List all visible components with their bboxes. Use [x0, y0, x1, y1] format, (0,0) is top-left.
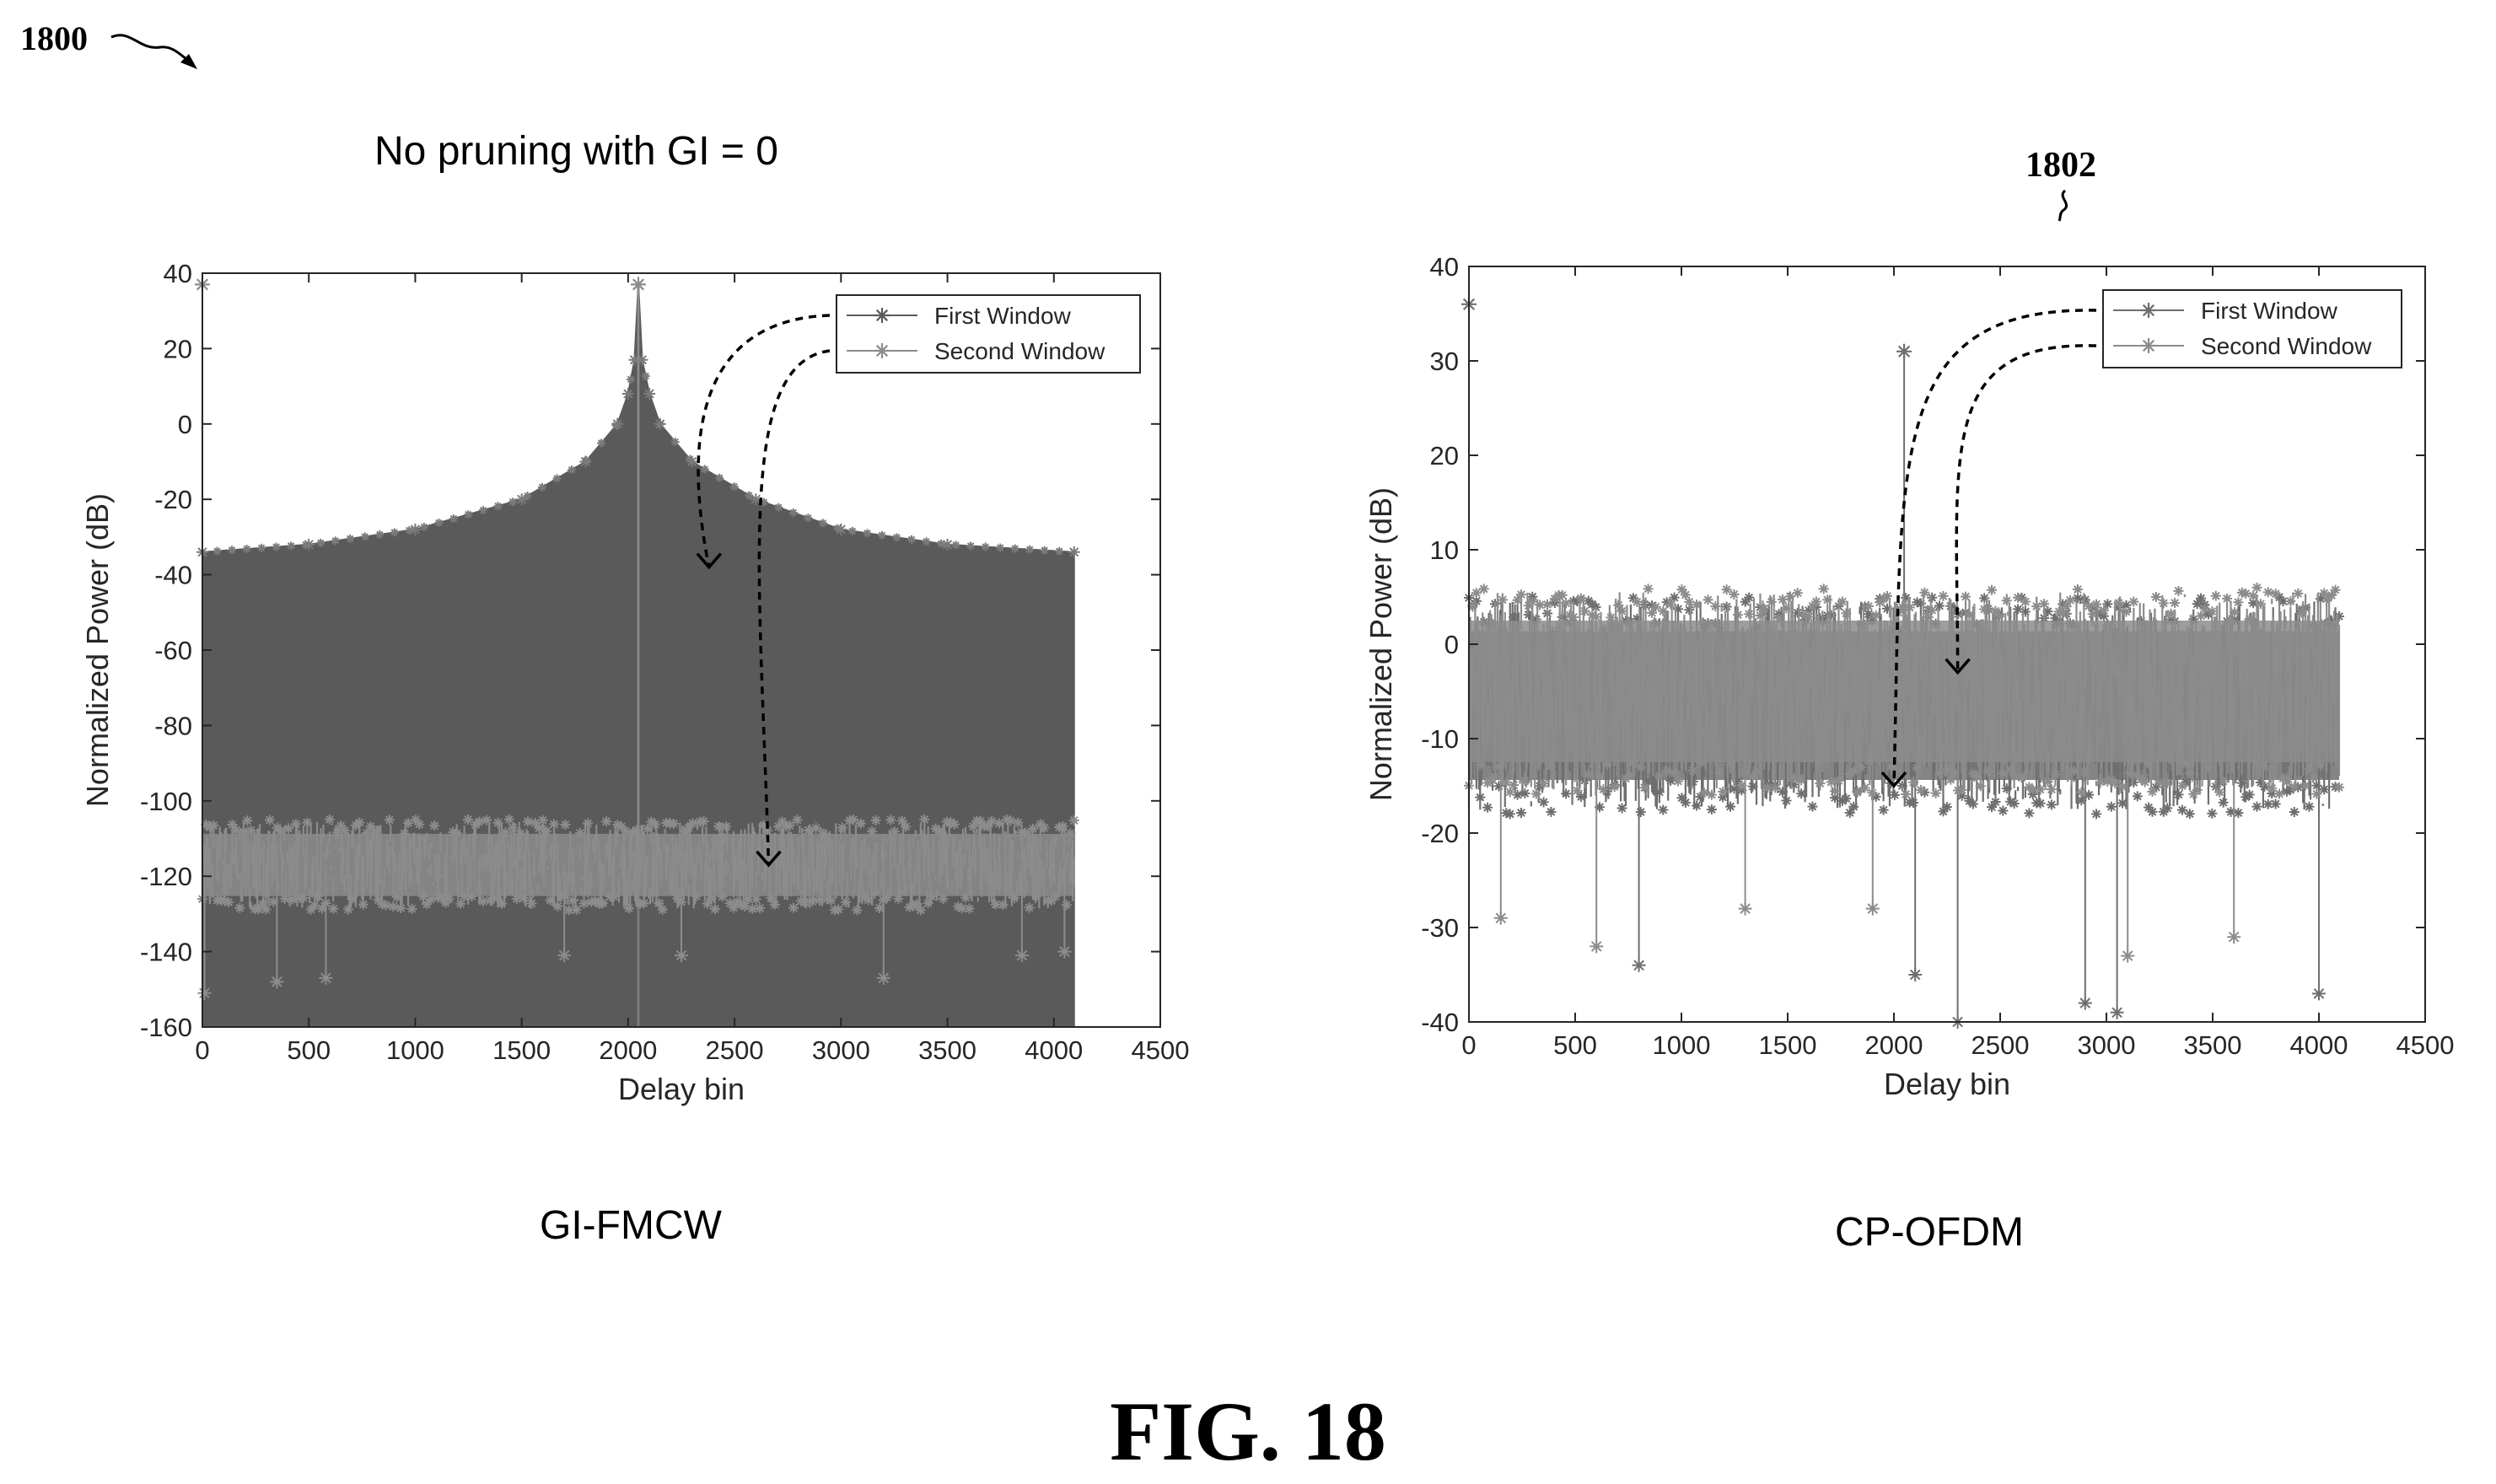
x-tick-label: 3500 [2184, 1030, 2242, 1060]
annotation-arrowhead [696, 552, 723, 570]
y-tick-label: -80 [154, 711, 192, 740]
dip-marker [557, 949, 572, 963]
x-tick-label: 1500 [1759, 1030, 1817, 1060]
dip-marker [2121, 949, 2135, 963]
x-tick-label: 1000 [386, 1035, 444, 1065]
reference-squiggle [2058, 189, 2068, 222]
legend-marker [874, 343, 890, 358]
figure-title: FIG. 18 [1110, 1385, 1386, 1478]
series-second-window [1464, 582, 2344, 963]
x-tick-label: 3000 [2078, 1030, 2136, 1060]
y-tick-label: 0 [1444, 630, 1459, 659]
y-tick-label: -40 [154, 561, 192, 590]
legend: First Window Second Window [2102, 289, 2402, 368]
legend-marker [2141, 338, 2156, 353]
y-tick-label: -10 [1421, 724, 1459, 754]
caption-gi-fmcw: GI-FMCW [540, 1203, 722, 1248]
y-tick-label: -120 [140, 862, 192, 891]
x-tick-label: 3000 [812, 1035, 870, 1065]
dip-marker [1057, 944, 1072, 959]
dip-marker [1865, 901, 1880, 916]
dip-marker [1908, 968, 1923, 981]
legend-box [2102, 289, 2402, 368]
dip-marker [1738, 901, 1752, 916]
legend-entry: Second Window [2201, 333, 2372, 359]
y-tick-label: -60 [154, 636, 192, 665]
annotation-arrowhead [756, 850, 782, 868]
annotation-arrow [757, 349, 831, 865]
dip-marker [2110, 1005, 2124, 1019]
y-tick-label: -20 [154, 485, 192, 514]
dip-marker [675, 949, 688, 963]
dip-marker [1493, 911, 1508, 925]
x-tick-label: 0 [195, 1035, 209, 1065]
dip-marker [1590, 939, 1604, 954]
dip-marker [1014, 949, 1029, 963]
dip-marker [2312, 987, 2326, 1001]
dip-marker [2227, 930, 2241, 944]
annotation-arrow [1892, 309, 2097, 787]
y-tick-label: -40 [1421, 1008, 1459, 1037]
dip-marker [876, 971, 890, 985]
y-tick-label: 40 [1430, 252, 1459, 282]
y-tick-label: 30 [1430, 347, 1459, 376]
annotation-arrowhead [1945, 658, 1971, 675]
y-axis-label: Normalized Power (dB) [1364, 487, 1398, 801]
x-tick-label: 2000 [1865, 1030, 1923, 1060]
y-tick-label: 40 [164, 259, 192, 288]
x-tick-label: 3500 [918, 1035, 976, 1065]
y-axis-label: Normalized Power (dB) [80, 493, 115, 807]
y-tick-label: 0 [178, 410, 192, 439]
figure-reference-1802: 1802 [2025, 146, 2096, 185]
x-tick-label: 500 [1553, 1030, 1597, 1060]
series-second-window [195, 277, 1079, 1000]
dip-marker [2078, 996, 2092, 1010]
x-tick-label: 2000 [599, 1035, 657, 1065]
x-tick-label: 500 [287, 1035, 331, 1065]
legend-marker [2141, 303, 2156, 318]
x-tick-label: 2500 [1972, 1030, 2030, 1060]
legend: First Window Second Window [836, 294, 1141, 374]
peak-marker [1896, 343, 1912, 359]
x-tick-label: 4500 [1132, 1035, 1190, 1065]
x-tick-label: 4000 [1025, 1035, 1083, 1065]
dip-marker [197, 986, 212, 1000]
x-axis-label: Delay bin [618, 1072, 745, 1106]
x-axis-label: Delay bin [1884, 1067, 2010, 1101]
annotation-arrowhead [1880, 771, 1907, 788]
peak-marker [631, 277, 647, 293]
annotation-arrow [1955, 344, 2097, 673]
legend-marker [874, 308, 890, 323]
annotation-arrow [697, 314, 831, 568]
caption-cp-ofdm: CP-OFDM [1835, 1210, 2024, 1255]
dip-marker [1632, 958, 1646, 972]
y-tick-label: -20 [1421, 819, 1459, 848]
x-tick-label: 1000 [1653, 1030, 1711, 1060]
x-tick-label: 1500 [492, 1035, 551, 1065]
x-tick-label: 2500 [706, 1035, 764, 1065]
y-tick-label: 20 [164, 334, 192, 363]
legend-entry: First Window [2201, 298, 2338, 324]
dip-marker [270, 975, 284, 989]
y-tick-label: 10 [1430, 535, 1459, 565]
dip-marker [319, 971, 333, 985]
figure-reference-1800: 1800 [20, 19, 88, 57]
legend-box [836, 294, 1141, 374]
x-tick-label: 4500 [2396, 1030, 2455, 1060]
x-tick-label: 0 [1461, 1030, 1476, 1060]
legend-entry: Second Window [934, 338, 1105, 364]
x-tick-label: 4000 [2290, 1030, 2348, 1060]
y-tick-label: 20 [1430, 441, 1459, 470]
reference-arrow [110, 34, 197, 69]
y-tick-label: -140 [140, 938, 192, 967]
y-tick-label: -160 [140, 1013, 192, 1042]
y-tick-label: -100 [140, 787, 192, 816]
y-tick-label: -30 [1421, 913, 1459, 943]
chart-heading: No pruning with GI = 0 [374, 129, 778, 174]
legend-entry: First Window [934, 303, 1072, 329]
